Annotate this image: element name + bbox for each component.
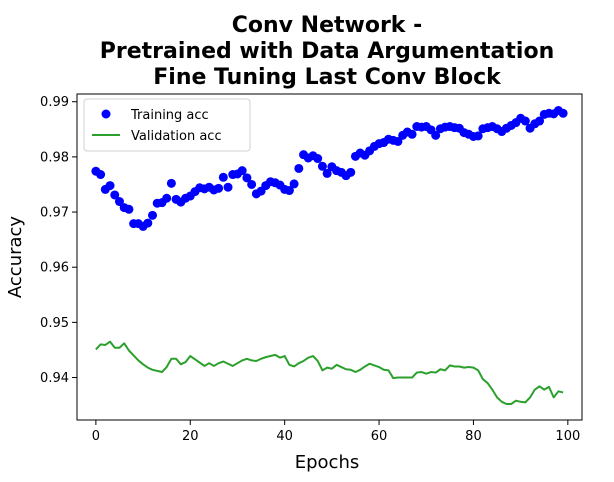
y-axis-label: Accuracy [5, 216, 26, 299]
x-tick-label: 80 [465, 429, 482, 444]
data-point-training-acc [105, 181, 115, 191]
data-point-training-acc [242, 173, 252, 183]
data-point-training-acc [520, 116, 530, 126]
data-point-training-acc [110, 190, 120, 200]
x-axis: 0 20 40 60 80 100 [92, 420, 580, 444]
x-tick-label: 20 [182, 429, 199, 444]
data-point-training-acc [322, 168, 332, 178]
data-point-training-acc [431, 130, 441, 140]
y-tick-label: 0.95 [40, 316, 69, 331]
data-point-training-acc [124, 204, 134, 214]
chart-title-line-1: Conv Network - [232, 13, 422, 38]
y-tick-label: 0.99 [40, 95, 69, 110]
data-point-training-acc [162, 193, 172, 203]
data-point-training-acc [294, 163, 304, 173]
y-tick-label: 0.96 [40, 261, 69, 276]
data-point-training-acc [535, 116, 545, 126]
plot-content [91, 106, 568, 405]
chart-title-line-3: Fine Tuning Last Conv Block [153, 65, 502, 90]
x-tick-label: 40 [276, 429, 293, 444]
y-tick-label: 0.98 [40, 150, 69, 165]
data-point-training-acc [289, 179, 299, 189]
data-point-training-acc [166, 178, 176, 188]
legend-label-training: Training acc [130, 108, 209, 123]
x-axis-label: Epochs [295, 452, 360, 473]
data-point-training-acc [148, 210, 158, 220]
data-point-training-acc [114, 197, 124, 207]
legend-label-validation: Validation acc [131, 129, 222, 144]
y-tick-label: 0.97 [40, 206, 69, 221]
data-point-training-acc [284, 186, 294, 196]
legend-box [83, 98, 251, 152]
x-tick-label: 0 [92, 429, 100, 444]
legend: Training acc Validation acc [83, 98, 251, 152]
data-point-training-acc [473, 131, 483, 141]
data-point-training-acc [317, 161, 327, 171]
data-point-training-acc [558, 108, 568, 118]
data-point-training-acc [237, 166, 247, 176]
data-point-training-acc [407, 129, 417, 139]
data-point-training-acc [313, 154, 323, 164]
chart-title-line-2: Pretrained with Data Argumentation [100, 39, 554, 64]
plot-frame [76, 93, 583, 421]
data-point-training-acc [218, 172, 228, 182]
data-point-training-acc [143, 218, 153, 228]
data-point-training-acc [393, 136, 403, 146]
data-point-training-acc [247, 179, 257, 189]
y-tick-label: 0.94 [40, 371, 69, 386]
data-point-training-acc [214, 183, 224, 193]
data-point-training-acc [346, 167, 356, 177]
y-axis: 0.94 0.95 0.96 0.97 0.98 0.99 [40, 95, 77, 386]
x-tick-label: 100 [555, 429, 580, 444]
series-line-validation-acc [95, 340, 564, 405]
legend-marker-training [101, 109, 111, 119]
data-point-training-acc [96, 170, 106, 180]
data-point-training-acc [223, 182, 233, 192]
x-tick-label: 60 [371, 429, 388, 444]
